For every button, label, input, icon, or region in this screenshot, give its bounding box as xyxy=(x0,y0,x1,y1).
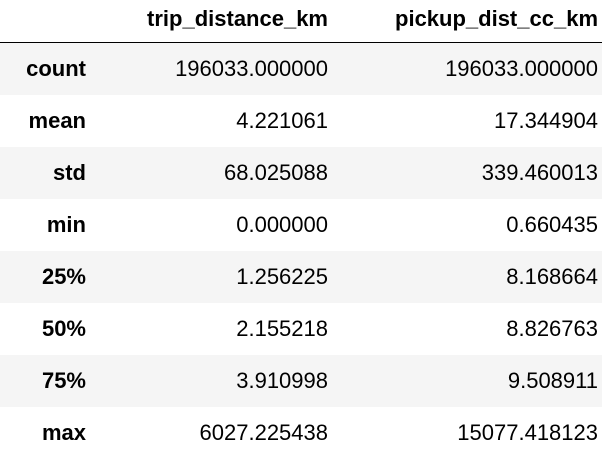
row-label-25-percent: 25% xyxy=(41,264,86,289)
column-header-pickup-dist-cc-km: pickup_dist_cc_km xyxy=(395,6,598,31)
cell-25-percent-trip-distance: 1.256225 xyxy=(236,264,328,289)
cell-mean-pickup-dist: 17.344904 xyxy=(494,108,598,133)
table-header: trip_distance_km pickup_dist_cc_km xyxy=(0,0,602,43)
cell-25-percent-pickup-dist: 8.168664 xyxy=(506,264,598,289)
cell-count-pickup-dist: 196033.000000 xyxy=(445,56,598,81)
cell-std-trip-distance: 68.025088 xyxy=(224,160,328,185)
header-row: trip_distance_km pickup_dist_cc_km xyxy=(0,0,602,43)
table-row: 75% 3.910998 9.508911 xyxy=(0,355,602,407)
cell-mean-trip-distance: 4.221061 xyxy=(236,108,328,133)
cell-std-pickup-dist: 339.460013 xyxy=(481,160,598,185)
row-label-50-percent: 50% xyxy=(41,316,86,341)
row-label-min: min xyxy=(46,212,86,237)
row-label-mean: mean xyxy=(28,108,86,133)
table-row: std 68.025088 339.460013 xyxy=(0,147,602,199)
cell-50-percent-pickup-dist: 8.826763 xyxy=(506,316,598,341)
column-header-trip-distance-km: trip_distance_km xyxy=(147,6,328,31)
cell-min-pickup-dist: 0.660435 xyxy=(506,212,598,237)
row-label-count: count xyxy=(26,56,86,81)
table-row: 50% 2.155218 8.826763 xyxy=(0,303,602,355)
table-row: min 0.000000 0.660435 xyxy=(0,199,602,251)
cell-count-trip-distance: 196033.000000 xyxy=(175,56,328,81)
cell-50-percent-trip-distance: 2.155218 xyxy=(236,316,328,341)
index-header-cell xyxy=(0,0,86,43)
cell-75-percent-trip-distance: 3.910998 xyxy=(236,368,328,393)
cell-min-trip-distance: 0.000000 xyxy=(236,212,328,237)
table-row: count 196033.000000 196033.000000 xyxy=(0,42,602,95)
row-label-std: std xyxy=(53,160,86,185)
row-label-max: max xyxy=(41,420,86,445)
cell-max-trip-distance: 6027.225438 xyxy=(199,420,328,445)
table-row: 25% 1.256225 8.168664 xyxy=(0,251,602,303)
cell-75-percent-pickup-dist: 9.508911 xyxy=(507,368,598,393)
row-label-75-percent: 75% xyxy=(41,368,86,393)
cell-max-pickup-dist: 15077.418123 xyxy=(457,420,598,445)
table-body: count 196033.000000 196033.000000 mean 4… xyxy=(0,42,602,459)
table-row: mean 4.221061 17.344904 xyxy=(0,95,602,147)
table-row: max 6027.225438 15077.418123 xyxy=(0,407,602,459)
